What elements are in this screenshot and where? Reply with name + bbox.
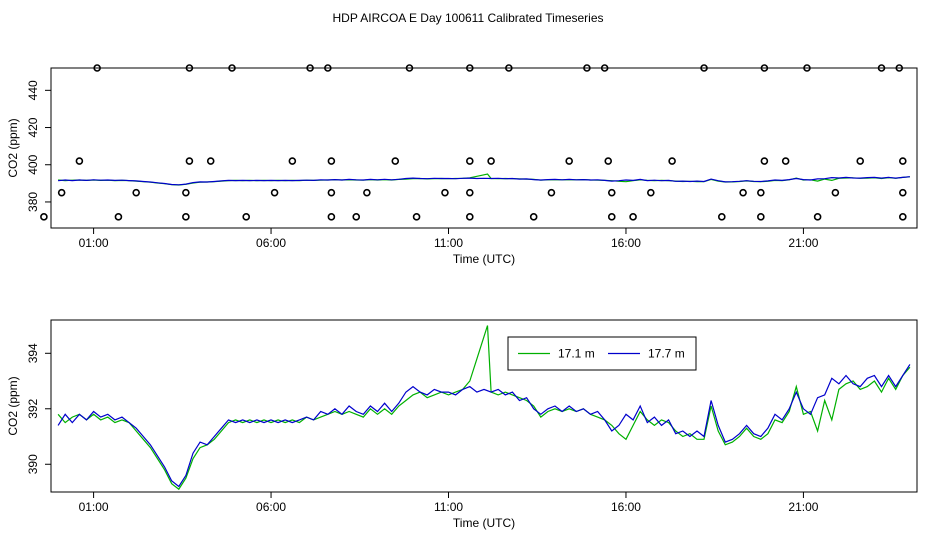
calibration-point [93,64,101,72]
calibration-point [647,188,655,197]
calibration-point [877,64,886,72]
x-tick-label: 11:00 [434,236,463,250]
calibration-point [185,64,194,72]
calibration-point [629,213,637,221]
calibration-point [182,213,190,221]
calibration-point [899,157,907,165]
x-tick-label: 21:00 [788,236,818,250]
x-tick-label: 16:00 [611,236,641,250]
calibration-point [114,213,123,221]
calibration-point [132,188,140,197]
calibration-point [391,157,400,165]
calibration-point [757,213,765,221]
upper-panel-calibration-plot: 01:00 06:00 11:00 16:00 21:00 380 400 420 440 Tim… [6,64,918,266]
y-tick-label: 380 [26,192,40,212]
legend: 17.1 m 17.7 m [507,336,697,371]
calibration-point [487,157,495,165]
calibration-point [288,157,297,165]
x-tick-label: 01:00 [79,236,109,250]
calibration-point [75,157,84,165]
calibration-point [505,64,513,72]
calibration-point [363,188,371,197]
calibration-point [324,64,332,72]
x-tick-label: 21:00 [788,500,818,514]
calibration-point [583,64,591,72]
calibration-point [600,64,609,72]
calibration-point [529,213,538,221]
x-axis-label: Time (UTC) [453,516,515,530]
legend-label: 17.7 m [648,347,685,361]
calibration-point [895,64,904,72]
x-tick-label: 06:00 [256,236,286,250]
lower-panel-timeseries-plot: 01:00 06:00 11:00 16:00 21:00 390 392 394 Time (… [6,319,918,530]
calibration-point [412,213,421,221]
calibration-point [466,213,474,221]
calibration-point [327,213,336,221]
x-tick-label: 16:00 [611,500,641,514]
calibration-point [717,213,726,221]
calibration-point [760,64,769,72]
plot-frame [50,67,918,229]
calibration-point [270,188,279,197]
calibration-point [547,188,556,197]
calibration-point [466,188,474,197]
calibration-point [781,157,790,165]
figure-title: HDP AIRCOA E Day 100611 Calibrated Times… [332,11,603,25]
y-tick-label: 390 [26,454,40,474]
y-axis-label: CO2 (ppm) [6,376,20,435]
calibration-point [182,188,190,197]
calibration-point [899,213,907,221]
calibration-point [306,64,314,72]
series-line [57,364,911,488]
y-tick-label: 394 [26,343,40,363]
calibration-point [228,64,236,72]
calibration-point [757,188,765,197]
calibration-point [856,157,865,165]
calibration-point [739,188,747,197]
calibration-point [352,213,361,221]
x-tick-label: 11:00 [434,500,463,514]
calibration-point [441,188,449,197]
calibration-point [405,64,414,72]
calibration-point [607,213,616,221]
calibration-point [466,157,474,165]
plot-frame [50,319,918,493]
calibration-point [831,188,840,197]
calibration-point [242,213,251,221]
calibration-point [760,157,769,165]
calibration-point [327,188,336,197]
legend-label: 17.1 m [558,347,595,361]
calibration-point [700,64,708,72]
y-tick-label: 420 [26,117,40,137]
series-line-overview [58,173,910,186]
series-line [57,325,911,491]
calibration-point [604,157,613,165]
calibration-point [466,64,474,72]
calibration-point [803,64,811,72]
series-line-overview [58,176,910,186]
calibration-point [813,213,822,221]
x-tick-label: 01:00 [79,500,109,514]
x-axis-label: Time (UTC) [453,252,515,266]
y-tick-label: 440 [26,80,40,100]
calibration-point [206,157,215,165]
calibration-point [185,157,194,165]
x-tick-label: 06:00 [256,500,286,514]
y-axis-label: CO2 (ppm) [6,118,20,177]
y-tick-label: 400 [26,154,40,174]
calibration-point [327,157,336,165]
calibration-point [607,188,616,197]
calibration-point [899,188,907,197]
calibration-point [668,157,676,165]
calibration-point [40,213,48,221]
y-tick-label: 392 [26,398,40,418]
calibration-point [565,157,573,165]
calibration-point [57,188,66,197]
